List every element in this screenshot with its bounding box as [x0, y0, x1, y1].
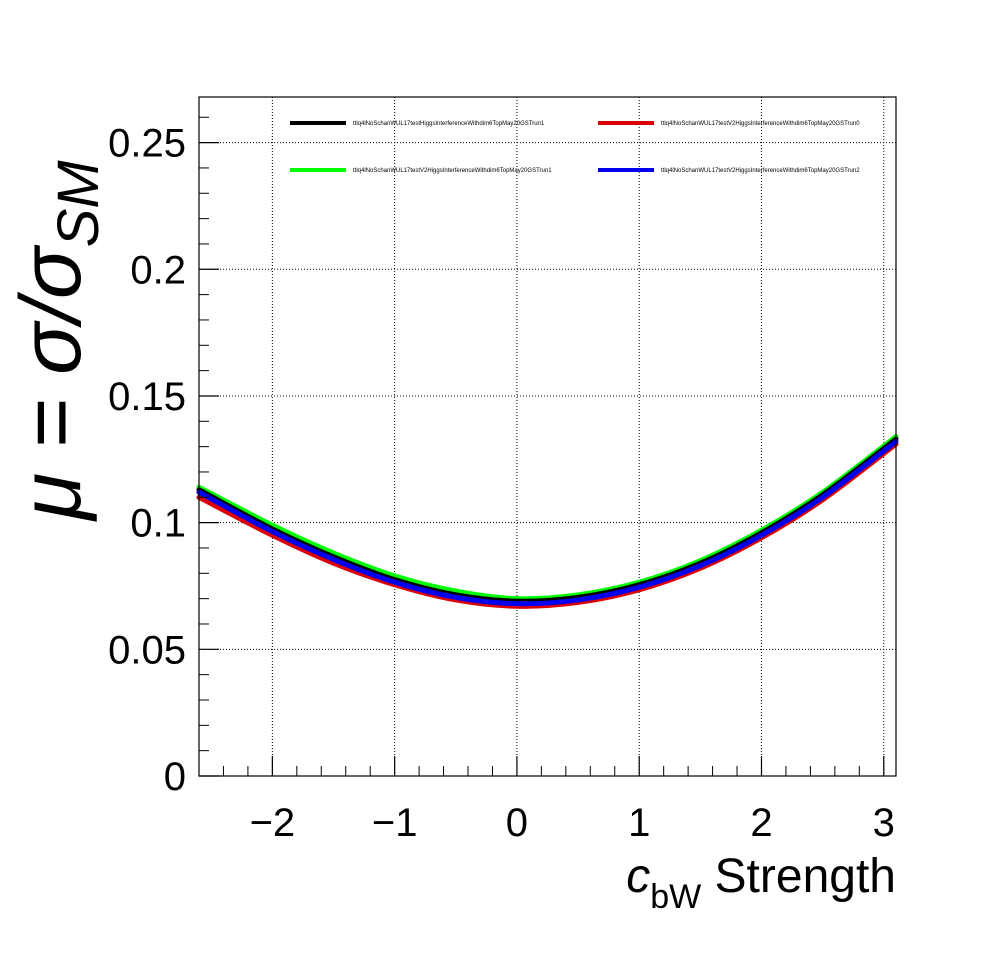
y-axis-title: μ = σ/σSM: [3, 160, 111, 522]
x-tick-label: 2: [750, 801, 772, 845]
y-tick-label: 0.25: [108, 122, 186, 166]
y-tick-label: 0.1: [130, 502, 186, 546]
legend: ttlq4lNoSchanWUL17testHiggsInterferenceW…: [290, 121, 860, 174]
legend-entry: ttlq4lNoSchanWUL17testV2HiggsInterferenc…: [290, 168, 552, 174]
axis-ticks: [198, 116, 885, 777]
legend-entry: ttlq4lNoSchanWUL17testV2HiggsInterferenc…: [598, 168, 860, 174]
y-axis-main: μ = σ/σ: [3, 244, 99, 522]
series-layer: [196, 434, 899, 609]
x-tick-label: 0: [506, 801, 528, 845]
x-axis-subscript: bW: [650, 878, 701, 916]
series-line-2: [196, 441, 899, 609]
x-tick-label: −1: [372, 801, 418, 845]
x-tick-label: 3: [873, 801, 895, 845]
legend-label: ttlq4lNoSchanWUL17testHiggsInterferenceW…: [353, 121, 545, 127]
legend-entry: ttlq4lNoSchanWUL17testV2HiggsInterferenc…: [598, 121, 860, 127]
y-tick-label: 0.05: [108, 628, 186, 672]
x-axis-suffix: Strength: [701, 850, 896, 903]
tick-labels: −2 −1 0 1 2 3 0 0.05 0.1 0.15 0.2 0.25: [108, 122, 895, 845]
y-axis-subscript: SM: [46, 160, 111, 248]
plot-frame: [198, 96, 897, 777]
y-tick-label: 0: [164, 755, 186, 799]
x-axis-title: cbW Strength: [626, 850, 896, 916]
legend-entry: ttlq4lNoSchanWUL17testHiggsInterferenceW…: [290, 121, 545, 127]
legend-label: ttlq4lNoSchanWUL17testV2HiggsInterferenc…: [353, 168, 552, 174]
grid: [199, 97, 896, 776]
x-axis-symbol: c: [626, 850, 650, 903]
legend-label: ttlq4lNoSchanWUL17testV2HiggsInterferenc…: [661, 121, 860, 127]
y-tick-label: 0.2: [130, 248, 186, 292]
legend-label: ttlq4lNoSchanWUL17testV2HiggsInterferenc…: [661, 168, 860, 174]
y-tick-label: 0.15: [108, 375, 186, 419]
x-tick-label: 1: [628, 801, 650, 845]
series-line-4: [196, 439, 899, 607]
x-tick-label: −2: [250, 801, 296, 845]
